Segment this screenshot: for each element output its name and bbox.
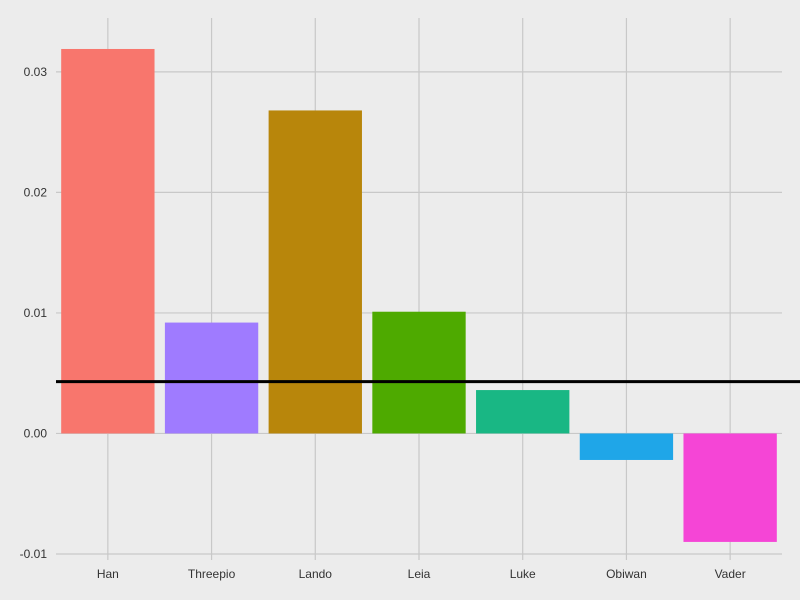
x-axis-tick-labels: Han Threepio Lando Leia Luke Obiwan Vader [97,567,746,581]
bar-luke [476,390,570,434]
bar-leia [372,311,466,434]
y-tick-label: 0.00 [24,426,48,440]
y-tick-label: 0.02 [24,185,48,199]
x-tick-label: Obiwan [606,567,647,581]
x-tick-label: Lando [299,567,333,581]
bar-vader [683,433,777,542]
x-tick-label: Vader [715,567,746,581]
bar-han [61,48,155,434]
bar-obiwan [579,433,674,460]
bars [61,48,777,542]
y-tick-label: 0.01 [24,306,48,320]
y-axis-tick-labels: -0.01 0.00 0.01 0.02 0.03 [20,65,48,561]
bar-lando [268,110,362,434]
x-tick-label: Luke [510,567,536,581]
bar-threepio [164,322,259,434]
x-tick-label: Leia [408,567,431,581]
y-tick-label: -0.01 [20,547,48,561]
x-tick-label: Han [97,567,119,581]
x-tick-label: Threepio [188,567,236,581]
y-tick-label: 0.03 [24,65,48,79]
